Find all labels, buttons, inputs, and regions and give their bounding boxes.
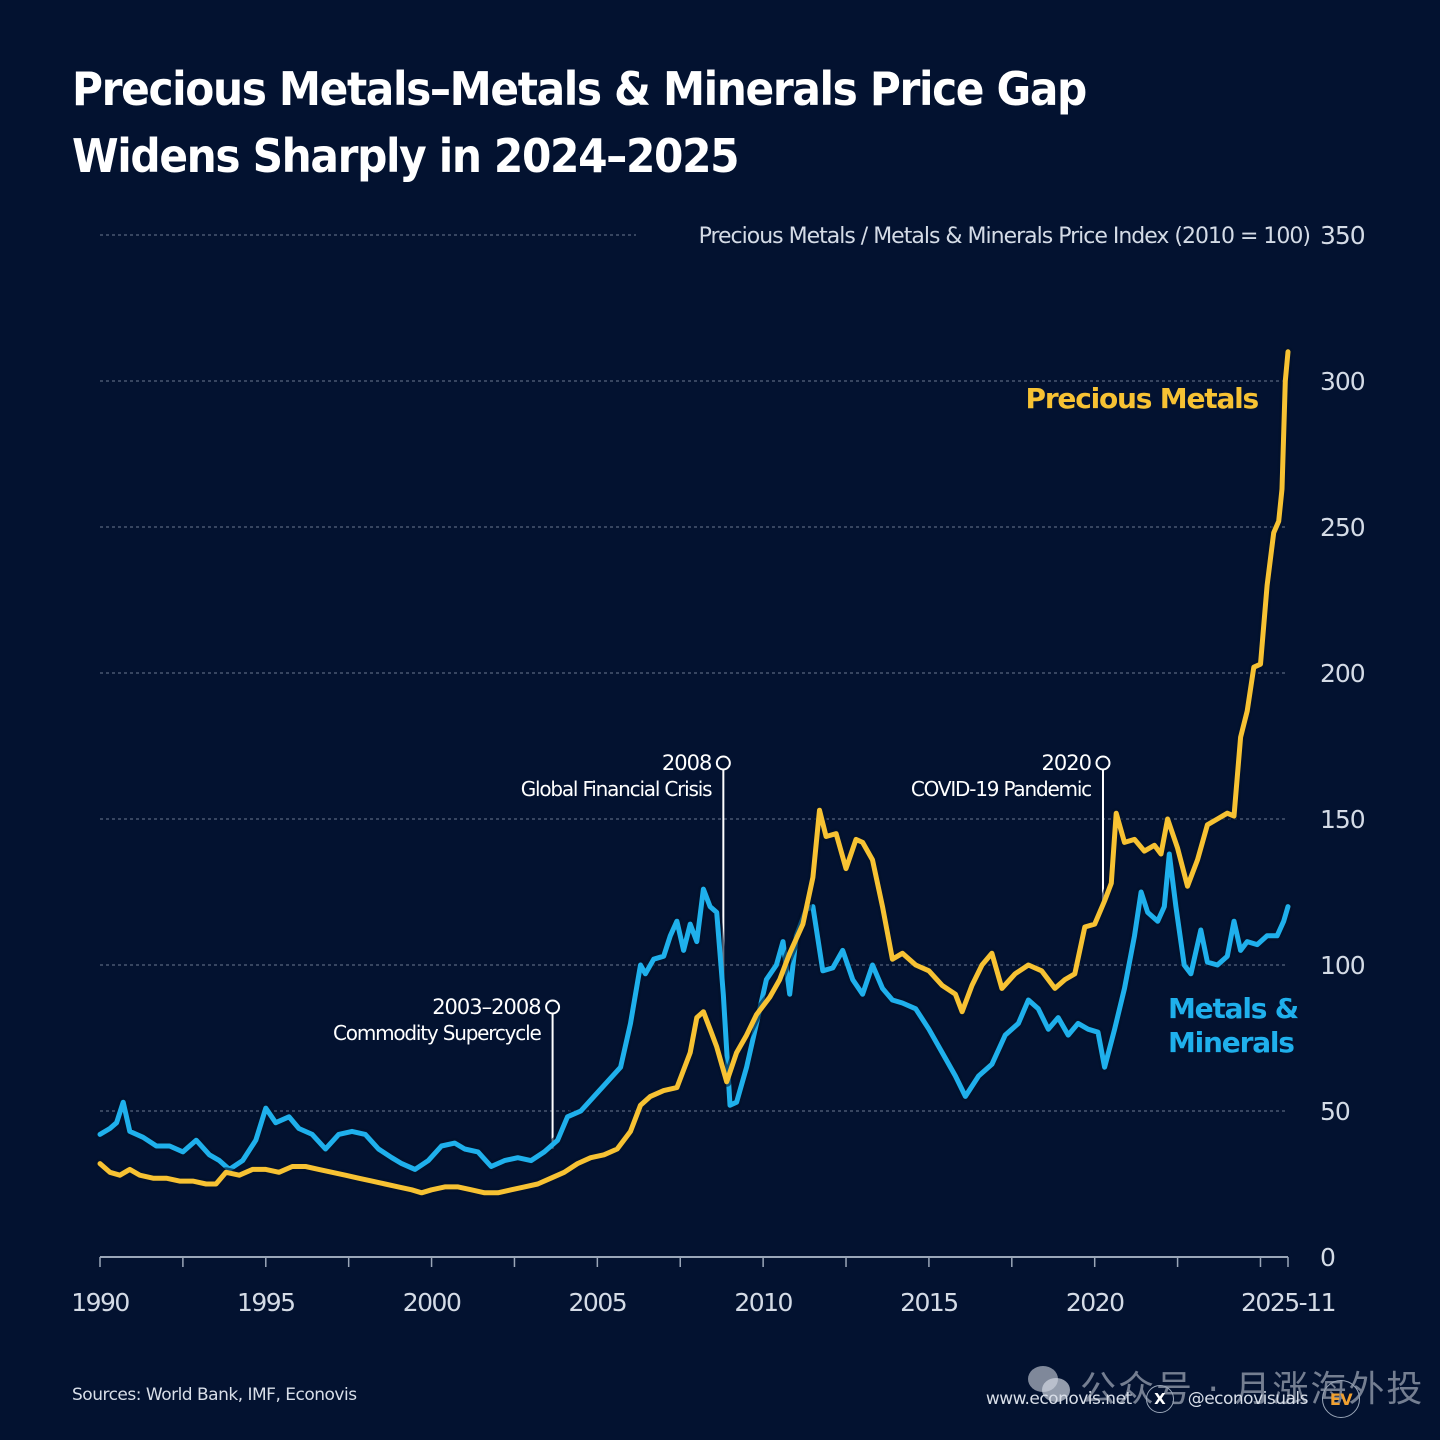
footer-credits: www.econovis.net X @econovisuals EV: [986, 1380, 1360, 1418]
x-axis: 1990 1995 2000 2005 2010 2015 2020 2025-11: [71, 1256, 1336, 1317]
annotation-text: Global Financial Crisis: [521, 777, 712, 801]
y-tick-label: 100: [1320, 951, 1365, 980]
y-tick-label: 350: [1320, 221, 1365, 250]
annotation-text: COVID-19 Pandemic: [911, 777, 1091, 801]
y-tick-label: 300: [1320, 367, 1365, 396]
econovis-logo: EV: [1322, 1380, 1360, 1418]
y-tick-label: 250: [1320, 513, 1365, 542]
series: [95, 346, 1293, 1198]
series-line-metals-minerals: [97, 851, 1291, 1172]
series-label-metals-minerals-line-1: Metals &: [1168, 992, 1299, 1025]
social-handle[interactable]: @econovisuals: [1187, 1389, 1309, 1409]
x-tick-label: 1990: [71, 1288, 129, 1317]
x-tick-label: 2000: [403, 1288, 461, 1317]
watermark-text: 公众号 · 月涨海外投: [1080, 1369, 1425, 1410]
sources-note: Sources: World Bank, IMF, Econovis: [72, 1385, 357, 1405]
y-axis-label: Precious Metals / Metals & Minerals Pric…: [699, 224, 1310, 249]
x-tick-label: 2025-11: [1241, 1288, 1335, 1317]
x-logo-icon: X: [1145, 1385, 1174, 1413]
y-axis: 0 50 100 150 200 250 300 350: [1320, 221, 1366, 1272]
wechat-icon: [1028, 1366, 1072, 1406]
x-tick-label: 1995: [237, 1288, 295, 1317]
series-label-precious-metals: Precious Metals: [1026, 382, 1259, 415]
series-label-metals-minerals: Metals & Minerals: [1168, 992, 1307, 1059]
y-tick-label: 50: [1320, 1097, 1350, 1126]
x-tick-label: 2010: [734, 1288, 792, 1317]
series-line-precious-metals: [97, 349, 1291, 1196]
x-tick-label: 2005: [569, 1288, 627, 1317]
y-tick-label: 200: [1320, 659, 1365, 688]
annotation-marker: [545, 999, 561, 1015]
chart-title-line-2: Widens Sharply in 2024–2025: [72, 129, 740, 183]
gridlines: [100, 234, 1288, 1112]
chart-title: Precious Metals–Metals & Minerals Price …: [72, 56, 1176, 190]
series-label-metals-minerals-line-2: Minerals: [1168, 1026, 1294, 1059]
annotation-text: Commodity Supercycle: [333, 1021, 541, 1045]
chart-title-line-1: Precious Metals–Metals & Minerals Price …: [72, 62, 1087, 116]
annotation-year: 2008: [662, 751, 711, 775]
annotation-marker: [715, 755, 731, 771]
x-tick-label: 2020: [1066, 1288, 1124, 1317]
y-tick-label: 150: [1320, 805, 1365, 834]
x-tick-label: 2015: [900, 1288, 958, 1317]
annotation-marker: [1095, 755, 1111, 771]
annotation-year: 2020: [1042, 751, 1091, 775]
watermark: 公众号 · 月涨海外投: [1028, 1360, 1424, 1412]
y-tick-label: 0: [1320, 1243, 1335, 1272]
annotation-year: 2003–2008: [432, 995, 540, 1019]
website-link[interactable]: www.econovis.net: [985, 1389, 1132, 1409]
